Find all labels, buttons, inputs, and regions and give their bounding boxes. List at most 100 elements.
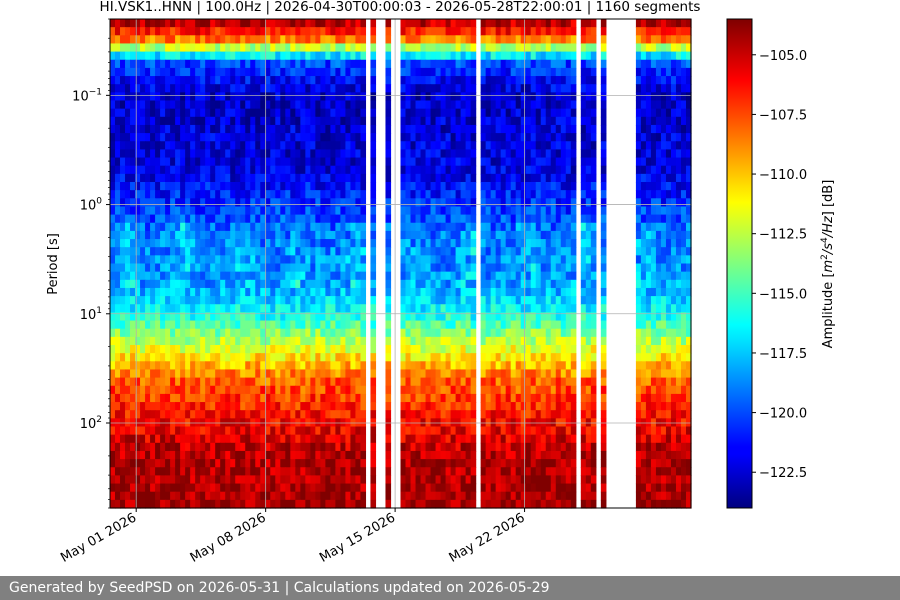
spectrogram-cell: [110, 116, 116, 126]
spectrogram-cell: [260, 190, 266, 199]
spectrogram-cell: [585, 133, 592, 142]
spectrogram-cell: [335, 230, 341, 240]
spectrogram-cell: [520, 263, 527, 273]
spectrogram-cell: [410, 124, 417, 134]
spectrogram-cell: [305, 304, 311, 313]
spectrogram-cell: [125, 361, 131, 371]
spectrogram-cell: [310, 296, 316, 305]
spectrogram-cell: [140, 361, 146, 371]
spectrogram-cell: [640, 271, 647, 281]
spectrogram-cell: [670, 92, 677, 102]
spectrogram-cell: [230, 100, 236, 110]
spectrogram-cell: [555, 92, 562, 102]
spectrogram-cell: [670, 198, 677, 208]
spectrogram-cell: [200, 385, 206, 395]
spectrogram-cell: [250, 410, 256, 419]
spectrogram-cell: [665, 198, 672, 208]
spectrogram-cell: [235, 43, 241, 53]
spectrogram-cell: [110, 410, 116, 419]
spectrogram-cell: [310, 393, 316, 403]
spectrogram-cell: [655, 141, 662, 150]
spectrogram-cell: [355, 328, 362, 338]
spectrogram-cell: [635, 222, 642, 232]
spectrogram-cell: [300, 410, 306, 419]
spectrogram-cell: [445, 92, 452, 102]
spectrogram-cell: [385, 296, 392, 305]
spectrogram-cell: [460, 27, 467, 36]
spectrogram-cell: [300, 345, 306, 354]
spectrogram-cell: [350, 141, 357, 150]
spectrogram-cell: [195, 149, 201, 159]
spectrogram-cell: [635, 214, 642, 224]
spectrogram-cell: [250, 59, 256, 69]
spectrogram-cell: [450, 271, 457, 281]
spectrogram-cell: [190, 116, 196, 126]
spectrogram-cell: [350, 84, 357, 93]
spectrogram-cell: [515, 59, 522, 69]
spectrogram-cell: [570, 239, 577, 248]
spectrogram-cell: [540, 84, 547, 93]
spectrogram-cell: [130, 402, 136, 411]
spectrogram-cell: [445, 345, 452, 354]
spectrogram-cell: [235, 345, 241, 354]
spectrogram-cell: [600, 328, 607, 338]
spectrogram-cell: [115, 377, 121, 387]
spectrogram-cell: [405, 141, 412, 150]
spectrogram-cell: [420, 214, 427, 224]
spectrogram-cell: [440, 353, 447, 362]
spectrogram-cell: [520, 287, 527, 297]
spectrogram-cell: [225, 410, 231, 419]
spectrogram-cell: [325, 345, 331, 354]
spectrogram-cell: [430, 247, 437, 256]
spectrogram-cell: [655, 271, 662, 281]
spectrogram-cell: [460, 345, 467, 354]
spectrogram-cell: [530, 133, 537, 142]
spectrogram-cell: [680, 402, 687, 411]
spectrogram-cell: [340, 410, 347, 419]
spectrogram-cell: [350, 92, 357, 102]
spectrogram-cell: [230, 133, 236, 142]
spectrogram-cell: [405, 222, 412, 232]
spectrogram-cell: [230, 385, 236, 395]
spectrogram-cell: [130, 59, 136, 69]
spectrogram-cell: [440, 149, 447, 159]
spectrogram-cell: [480, 377, 487, 387]
spectrogram-cell: [415, 255, 422, 265]
spectrogram-cell: [590, 345, 597, 354]
spectrogram-cell: [510, 312, 517, 322]
spectrogram-cell: [195, 336, 201, 346]
spectrogram-cell: [565, 100, 572, 110]
spectrogram-cell: [485, 133, 492, 142]
spectrogram-cell: [305, 345, 311, 354]
spectrogram-cell: [160, 76, 166, 85]
spectrogram-cell: [295, 377, 301, 387]
spectrogram-cell: [590, 84, 597, 93]
spectrogram-cell: [455, 377, 462, 387]
spectrogram-cell: [140, 287, 146, 297]
spectrogram-cell: [480, 108, 487, 118]
spectrogram-cell: [460, 76, 467, 85]
spectrogram-cell: [310, 149, 316, 159]
spectrogram-cell: [440, 336, 447, 346]
spectrogram-cell: [425, 385, 432, 395]
spectrogram-cell: [200, 116, 206, 126]
spectrogram-cell: [300, 149, 306, 159]
spectrogram-cell: [330, 27, 336, 36]
spectrogram-cell: [495, 214, 502, 224]
spectrogram-cell: [270, 67, 276, 77]
spectrogram-cell: [335, 206, 341, 216]
spectrogram-cell: [435, 336, 442, 346]
spectrogram-cell: [345, 328, 352, 338]
spectrogram-cell: [360, 76, 367, 85]
spectrogram-cell: [205, 35, 211, 45]
spectrogram-cell: [580, 67, 587, 77]
spectrogram-cell: [495, 312, 502, 322]
spectrogram-cell: [645, 255, 652, 265]
spectrogram-cell: [115, 133, 121, 142]
spectrogram-cell: [360, 345, 367, 354]
spectrogram-cell: [275, 377, 281, 387]
spectrogram-cell: [440, 239, 447, 248]
spectrogram-cell: [140, 141, 146, 150]
spectrogram-cell: [435, 141, 442, 150]
spectrogram-cell: [515, 149, 522, 159]
